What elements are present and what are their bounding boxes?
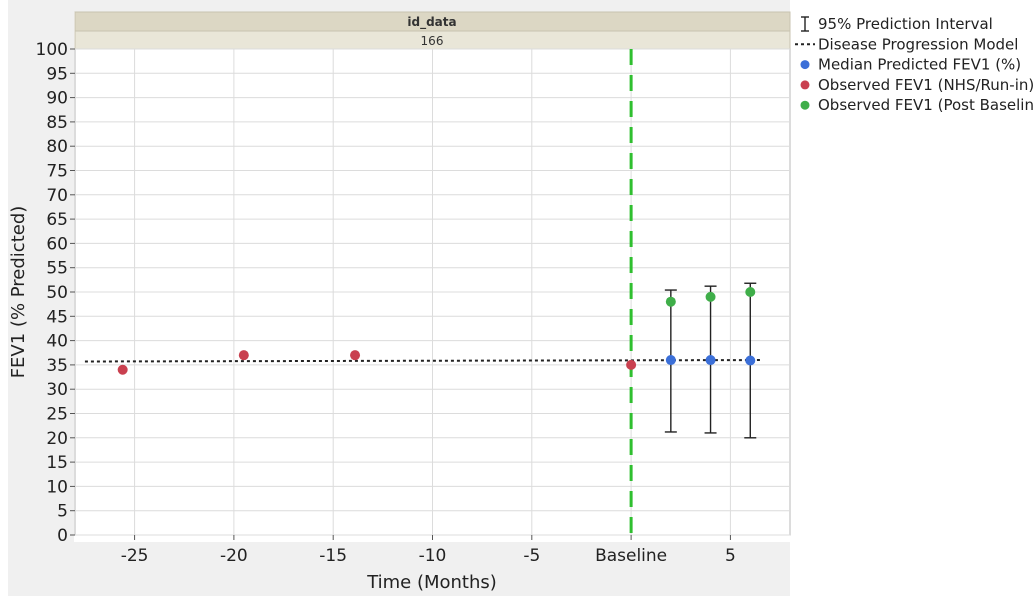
legend-item: Observed FEV1 (Post Baseline): [800, 96, 1034, 114]
legend-swatch-dot: [800, 60, 810, 70]
top-frame-strip: [8, 0, 790, 12]
y-tick-label: 95: [46, 64, 68, 84]
y-tick-label: 40: [46, 332, 68, 352]
x-tick-label: Baseline: [595, 546, 667, 566]
observed-fev1-nhs-run-in-point: [238, 350, 249, 361]
legend-item: Median Predicted FEV1 (%): [800, 56, 1021, 74]
y-axis-ticks: 0 5 10 15 20 25 30 35 40 45 50 55 60 65 70 75 80 85 90 95 10…: [36, 40, 75, 546]
legend-label: Disease Progression Model: [818, 35, 1018, 53]
y-tick-label: 0: [57, 526, 68, 546]
y-tick-label: 80: [46, 137, 68, 157]
observed-fev1-nhs-run-in-point: [626, 359, 637, 370]
x-axis-title: Time (Months): [366, 572, 497, 593]
legend-label: Median Predicted FEV1 (%): [818, 56, 1021, 74]
y-tick-label: 15: [46, 453, 68, 473]
observed-fev1-post-baseline-point: [745, 287, 756, 297]
y-tick-label: 10: [46, 477, 68, 497]
observed-fev1-nhs-run-in-point: [350, 350, 361, 361]
legend-swatch-dot: [800, 100, 810, 110]
median-predicted-fev1-point: [745, 355, 756, 366]
y-tick-label: 65: [46, 210, 68, 230]
disease-progression-line: [84, 359, 761, 363]
y-tick-label: 70: [46, 186, 68, 206]
y-tick-label: 35: [46, 356, 68, 376]
x-axis-ticks: -25 -20 -15 -10 -5 Baseline 5: [121, 535, 736, 566]
points-layer: [117, 287, 756, 375]
legend: 95% Prediction Interval Disease Progressi…: [795, 15, 1034, 114]
left-frame-strip: [8, 0, 74, 596]
y-tick-label: 30: [46, 380, 68, 400]
legend-item: Disease Progression Model: [795, 35, 1018, 53]
x-tick-label: 5: [725, 546, 736, 566]
x-tick-label: -5: [523, 546, 540, 566]
legend-label: Observed FEV1 (NHS/Run-in): [818, 76, 1034, 94]
panel-group-label: id_data: [407, 15, 456, 30]
legend-item: Observed FEV1 (NHS/Run-in): [800, 76, 1034, 94]
y-tick-label: 85: [46, 113, 68, 133]
y-tick-label: 45: [46, 307, 68, 327]
observed-fev1-nhs-run-in-point: [117, 364, 128, 375]
y-tick-label: 100: [36, 40, 68, 60]
legend-swatch-dot: [800, 80, 810, 90]
x-tick-label: -25: [121, 546, 149, 566]
y-tick-label: 20: [46, 429, 68, 449]
grid: [75, 48, 790, 536]
bottom-frame-strip: [8, 542, 790, 596]
y-tick-label: 55: [46, 259, 68, 279]
legend-label: Observed FEV1 (Post Baseline): [818, 96, 1034, 114]
median-predicted-fev1-point: [705, 355, 716, 366]
model-layer: [84, 359, 761, 363]
y-tick-label: 90: [46, 89, 68, 109]
observed-fev1-post-baseline-point: [665, 296, 676, 307]
panel-header: id_data 166: [74, 11, 791, 50]
legend-label: 95% Prediction Interval: [818, 15, 993, 33]
x-tick-label: -15: [319, 546, 347, 566]
y-tick-label: 60: [46, 234, 68, 254]
x-tick-label: -10: [419, 546, 447, 566]
x-tick-label: -20: [220, 546, 248, 566]
y-tick-label: 75: [46, 162, 68, 182]
panel-group-value: 166: [421, 34, 444, 48]
median-predicted-fev1-point: [665, 355, 676, 366]
y-tick-label: 5: [57, 502, 68, 522]
legend-item: 95% Prediction Interval: [801, 15, 993, 33]
y-axis-title: FEV1 (% Predicted): [8, 206, 29, 379]
observed-fev1-post-baseline-point: [705, 291, 716, 302]
y-tick-label: 50: [46, 283, 68, 303]
y-tick-label: 25: [46, 405, 68, 425]
